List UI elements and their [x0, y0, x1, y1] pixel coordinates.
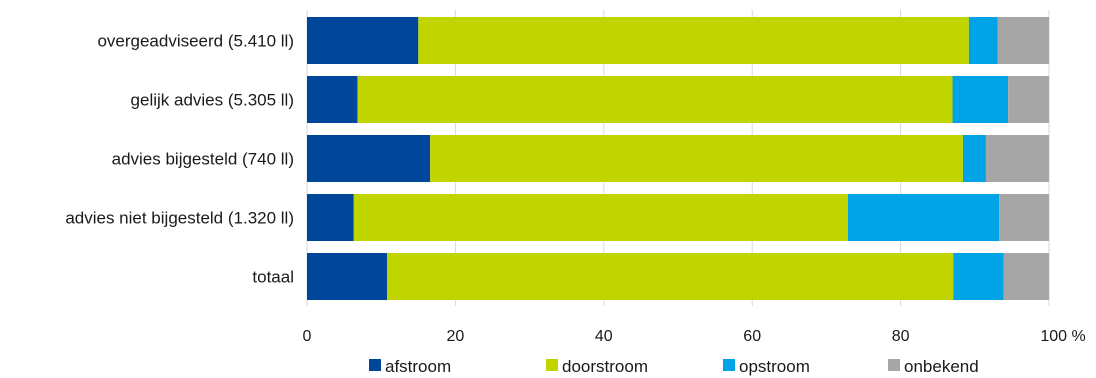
legend: afstroom doorstroom opstroom onbekend [369, 357, 979, 376]
category-labels: overgeadviseerd (5.410 ll) gelijk advies … [65, 32, 294, 287]
bar-segment-onbekend [1003, 253, 1049, 300]
category-label: gelijk advies (5.305 ll) [131, 91, 294, 110]
legend-swatch-afstroom [369, 359, 381, 371]
category-label: advies bijgesteld (740 ll) [112, 150, 294, 169]
category-label: overgeadviseerd (5.410 ll) [97, 32, 294, 51]
bar-segment-doorstroom [418, 17, 969, 64]
bar-segment-afstroom [307, 253, 388, 300]
bar-segment-doorstroom [430, 135, 963, 182]
legend-label-afstroom: afstroom [385, 357, 451, 376]
bar-segment-onbekend [985, 135, 1049, 182]
category-label: totaal [252, 268, 294, 287]
legend-label-onbekend: onbekend [904, 357, 979, 376]
x-tick-label: 100 % [1040, 328, 1085, 345]
bar-segment-doorstroom [357, 76, 953, 123]
x-tick-label: 60 [743, 328, 761, 345]
bar-segment-onbekend [999, 194, 1049, 241]
bar-segment-afstroom [307, 76, 358, 123]
bars [307, 17, 1049, 300]
bar-segment-opstroom [968, 17, 998, 64]
bar-segment-opstroom [847, 194, 1000, 241]
bar-segment-onbekend [1008, 76, 1049, 123]
x-axis-ticks: 0 20 40 60 80 100 % [303, 328, 1086, 345]
bar-segment-afstroom [307, 194, 354, 241]
bar-segment-onbekend [997, 17, 1049, 64]
bar-segment-doorstroom [387, 253, 954, 300]
x-tick-label: 20 [447, 328, 465, 345]
x-tick-label: 80 [892, 328, 910, 345]
legend-swatch-opstroom [723, 359, 735, 371]
bar-segment-opstroom [952, 76, 1009, 123]
bar-segment-opstroom [962, 135, 986, 182]
legend-swatch-onbekend [888, 359, 900, 371]
x-tick-label: 40 [595, 328, 613, 345]
legend-swatch-doorstroom [546, 359, 558, 371]
legend-label-doorstroom: doorstroom [562, 357, 648, 376]
x-tick-label: 0 [303, 328, 312, 345]
category-label: advies niet bijgesteld (1.320 ll) [65, 209, 294, 228]
legend-label-opstroom: opstroom [739, 357, 810, 376]
bar-segment-afstroom [307, 135, 431, 182]
bar-segment-opstroom [953, 253, 1004, 300]
bar-segment-afstroom [307, 17, 419, 64]
bar-segment-doorstroom [353, 194, 848, 241]
